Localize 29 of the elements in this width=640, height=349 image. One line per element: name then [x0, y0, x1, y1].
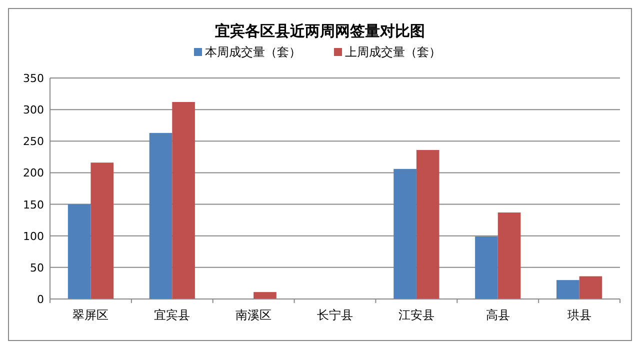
- y-tick-label: 150: [23, 198, 44, 212]
- bar: [394, 168, 416, 299]
- x-tick-label: 南溪区: [236, 308, 272, 322]
- bar: [579, 276, 602, 299]
- y-tick-label: 0: [37, 293, 44, 306]
- bar: [68, 204, 91, 299]
- bar: [172, 102, 195, 299]
- legend-label: 上周成交量（套）: [345, 45, 441, 59]
- y-tick-label: 200: [23, 166, 44, 180]
- bar: [498, 212, 521, 299]
- bar: [416, 150, 440, 299]
- bar: [254, 292, 276, 299]
- y-tick-label: 100: [23, 230, 44, 243]
- x-tick-label: 珙县: [567, 308, 592, 322]
- bar: [556, 280, 580, 299]
- x-tick-label: 长宁县: [317, 308, 353, 322]
- x-tick-label: 翠屏区: [72, 308, 109, 322]
- bar: [149, 132, 172, 299]
- y-tick-label: 50: [30, 261, 44, 274]
- legend-label: 本周成交量（套）: [205, 45, 301, 59]
- y-tick-label: 300: [23, 104, 44, 117]
- bar: [475, 236, 498, 299]
- x-tick-label: 江安县: [398, 308, 434, 322]
- x-tick-label: 宜宾县: [154, 308, 190, 322]
- y-tick-label: 250: [23, 135, 44, 148]
- y-tick-label: 350: [23, 72, 44, 85]
- x-tick-label: 高县: [486, 308, 510, 322]
- bar: [90, 162, 114, 299]
- chart-title: 宜宾各区县近两周网签量对比图: [215, 22, 425, 40]
